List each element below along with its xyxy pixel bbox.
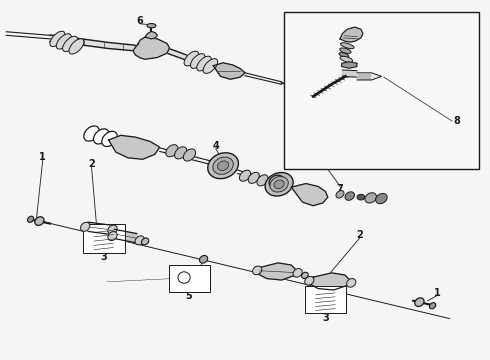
Ellipse shape	[208, 153, 239, 179]
Ellipse shape	[240, 170, 250, 181]
Ellipse shape	[184, 51, 198, 66]
Ellipse shape	[341, 43, 354, 49]
Ellipse shape	[252, 266, 262, 275]
Polygon shape	[109, 135, 160, 159]
Bar	[83, 224, 124, 252]
Text: 2: 2	[356, 230, 363, 240]
Ellipse shape	[183, 149, 196, 161]
Ellipse shape	[376, 193, 387, 204]
Ellipse shape	[108, 231, 117, 240]
Bar	[305, 287, 346, 313]
Ellipse shape	[108, 225, 117, 234]
Ellipse shape	[135, 236, 145, 245]
Ellipse shape	[80, 222, 90, 231]
Ellipse shape	[340, 48, 351, 53]
Ellipse shape	[265, 172, 293, 196]
Ellipse shape	[142, 238, 149, 245]
Ellipse shape	[166, 145, 178, 157]
Polygon shape	[309, 273, 350, 290]
Ellipse shape	[199, 256, 208, 263]
Ellipse shape	[218, 161, 229, 171]
Ellipse shape	[274, 180, 284, 189]
Ellipse shape	[305, 276, 314, 285]
Bar	[284, 12, 479, 169]
Polygon shape	[88, 222, 110, 234]
Ellipse shape	[147, 23, 156, 28]
Ellipse shape	[27, 216, 34, 222]
Ellipse shape	[415, 298, 424, 306]
Ellipse shape	[174, 147, 187, 159]
Ellipse shape	[345, 192, 354, 201]
Ellipse shape	[365, 193, 376, 203]
Bar	[169, 265, 210, 292]
Ellipse shape	[63, 36, 77, 51]
Ellipse shape	[346, 279, 356, 287]
Ellipse shape	[357, 194, 365, 200]
Polygon shape	[342, 62, 357, 68]
Ellipse shape	[336, 190, 344, 198]
Ellipse shape	[213, 157, 233, 174]
Ellipse shape	[429, 303, 436, 309]
Ellipse shape	[84, 126, 99, 141]
Ellipse shape	[69, 39, 84, 54]
Text: 1: 1	[434, 288, 441, 297]
Text: 6: 6	[137, 16, 144, 26]
Ellipse shape	[178, 272, 190, 283]
Ellipse shape	[94, 129, 109, 144]
Ellipse shape	[102, 131, 117, 147]
Ellipse shape	[287, 82, 297, 90]
Polygon shape	[257, 263, 296, 280]
Ellipse shape	[56, 34, 71, 49]
Ellipse shape	[270, 176, 288, 192]
Ellipse shape	[50, 31, 65, 46]
Text: 3: 3	[100, 252, 107, 262]
Polygon shape	[145, 31, 157, 39]
Polygon shape	[50, 35, 147, 53]
Polygon shape	[167, 48, 187, 60]
Ellipse shape	[302, 272, 308, 279]
Ellipse shape	[269, 175, 284, 188]
Polygon shape	[340, 27, 363, 42]
Ellipse shape	[257, 175, 268, 186]
Ellipse shape	[191, 54, 205, 68]
Text: 5: 5	[186, 291, 193, 301]
Ellipse shape	[339, 53, 349, 57]
Ellipse shape	[293, 269, 302, 277]
Ellipse shape	[203, 59, 218, 73]
Text: 7: 7	[337, 184, 343, 194]
Text: 1: 1	[39, 152, 46, 162]
Text: 2: 2	[88, 159, 95, 169]
Ellipse shape	[340, 56, 353, 62]
Ellipse shape	[248, 172, 259, 183]
Polygon shape	[291, 184, 328, 206]
Polygon shape	[357, 73, 381, 80]
Text: 3: 3	[322, 312, 329, 323]
Polygon shape	[343, 70, 357, 77]
Text: 4: 4	[212, 141, 219, 151]
Polygon shape	[133, 37, 170, 59]
Ellipse shape	[197, 56, 211, 71]
Ellipse shape	[35, 217, 44, 225]
Polygon shape	[213, 63, 245, 79]
Polygon shape	[115, 229, 137, 243]
Text: 8: 8	[454, 116, 461, 126]
